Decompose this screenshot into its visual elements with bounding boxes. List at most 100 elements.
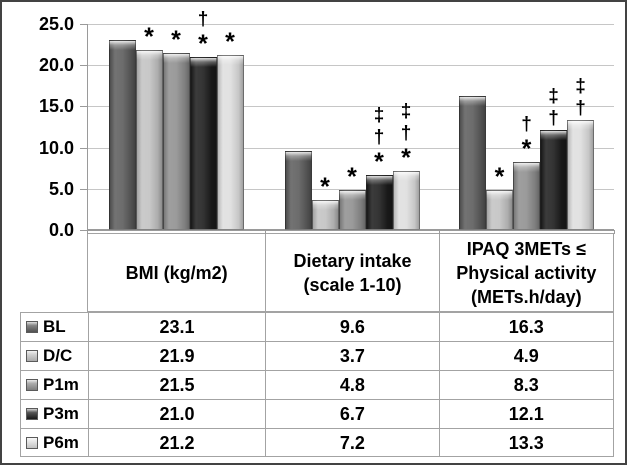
table-row: P3m 21.0 6.7 12.1 xyxy=(21,399,613,428)
gridline xyxy=(87,188,614,190)
legend-key-P6m: P6m xyxy=(21,429,88,457)
significance-marker: † xyxy=(197,8,209,30)
significance-marker: * xyxy=(521,134,532,163)
bar-BL-cat1 xyxy=(284,150,312,230)
bar-P1m-cat1 xyxy=(338,190,366,230)
value-D/C-cat2: 4.9 xyxy=(438,342,613,370)
category-label-cat1: Dietary intake (scale 1-10) xyxy=(265,234,438,311)
bar-P3m-cat0 xyxy=(189,56,217,230)
chart-data-table: BL 23.1 9.6 16.3 D/C 21.9 3.7 4.9 P1m 21.5 4.8 8.3 P… xyxy=(20,312,614,457)
legend-key-BL: BL xyxy=(21,313,88,341)
legend-key-D/C: D/C xyxy=(21,342,88,370)
significance-marker: * xyxy=(171,25,181,54)
bar-D/C-cat2 xyxy=(486,189,513,230)
bar-BL-cat2 xyxy=(459,95,486,230)
bar-slot-P6m-cat2: ‡ † xyxy=(567,2,594,230)
legend-swatch xyxy=(26,321,38,333)
x-axis-category-tick xyxy=(87,230,88,234)
value-P6m-cat0: 21.2 xyxy=(87,429,265,457)
legend-series-label: P6m xyxy=(43,433,79,452)
y-axis-tick-label: 25.0 xyxy=(38,14,74,34)
y-axis-tick xyxy=(80,188,87,190)
significance-marker: † xyxy=(521,113,532,135)
value-P1m-cat0: 21.5 xyxy=(87,371,265,399)
bar-slot-P3m-cat1: ‡ † * xyxy=(365,2,393,230)
value-BL-cat1: 9.6 xyxy=(265,313,438,341)
bar-D/C-cat0 xyxy=(135,49,163,230)
legend-series-label: P1m xyxy=(43,375,79,394)
bar-slot-D/C-cat1: * xyxy=(311,2,339,230)
category-label-cat0: BMI (kg/m2) xyxy=(88,234,265,311)
y-axis-tick xyxy=(80,106,87,108)
bar-slot-P3m-cat2: ‡ † xyxy=(540,2,567,230)
bar-BL-cat0 xyxy=(108,39,136,230)
table-row: P6m 21.2 7.2 13.3 xyxy=(21,428,613,457)
y-axis-tick-label: 20.0 xyxy=(38,55,74,76)
gridline xyxy=(87,147,614,149)
bar-P3m-cat2 xyxy=(540,130,567,230)
bar-slot-BL-cat2 xyxy=(459,2,486,230)
legend-swatch xyxy=(26,350,38,362)
y-axis-tick xyxy=(80,65,87,67)
x-axis-category-tick xyxy=(439,230,440,234)
y-axis-tick xyxy=(80,230,87,231)
significance-marker: * xyxy=(225,28,235,57)
significance-marker: ‡ xyxy=(373,104,385,126)
bar-P1m-cat2 xyxy=(513,161,540,230)
legend-swatch xyxy=(26,379,38,391)
bar-slot-D/C-cat0: * xyxy=(135,2,163,230)
significance-marker: * xyxy=(494,162,505,191)
significance-marker: † xyxy=(373,126,385,148)
y-axis-tick-label: 5.0 xyxy=(48,178,74,199)
significance-marker: † xyxy=(548,108,559,130)
gridline xyxy=(87,24,614,25)
table-row: BL 23.1 9.6 16.3 xyxy=(21,312,613,341)
x-axis-category-tick xyxy=(614,230,615,234)
bar-slot-P1m-cat0: * xyxy=(162,2,190,230)
y-axis-tick-label: 10.0 xyxy=(38,137,74,158)
category-label-line: Dietary intake xyxy=(293,250,412,271)
value-D/C-cat0: 21.9 xyxy=(87,342,265,370)
x-axis-category-tick xyxy=(265,230,266,234)
y-axis-line xyxy=(87,24,88,230)
legend-swatch xyxy=(26,437,38,449)
legend-key-P3m: P3m xyxy=(21,400,88,428)
bar-slot-BL-cat0 xyxy=(108,2,136,230)
significance-marker: * xyxy=(320,172,330,201)
y-axis-tick xyxy=(80,147,87,149)
legend-swatch xyxy=(26,408,38,420)
bar-P3m-cat1 xyxy=(365,174,393,230)
category-label-line: Physical activity xyxy=(456,262,597,283)
legend-series-label: P3m xyxy=(43,404,79,423)
category-label-line: IPAQ 3METs ≤ xyxy=(466,238,586,259)
significance-marker: * xyxy=(198,29,208,58)
category-label-line: (scale 1-10) xyxy=(303,274,402,295)
significance-marker: ‡ xyxy=(575,76,586,98)
bar-D/C-cat1 xyxy=(311,199,339,230)
bar-slot-BL-cat1 xyxy=(284,2,312,230)
value-P1m-cat2: 8.3 xyxy=(438,371,613,399)
value-P3m-cat1: 6.7 xyxy=(265,400,438,428)
significance-marker: ‡ xyxy=(548,86,559,108)
category-label-line: (METs.h/day) xyxy=(471,286,582,307)
bar-slot-D/C-cat2: * xyxy=(486,2,513,230)
category-label-line: BMI (kg/m2) xyxy=(125,262,228,283)
x-axis-line xyxy=(87,229,614,231)
significance-marker: * xyxy=(347,163,357,192)
y-axis-tick-label: 0.0 xyxy=(48,220,74,240)
legend-series-label: D/C xyxy=(43,346,73,365)
table-row: D/C 21.9 3.7 4.9 xyxy=(21,341,613,370)
significance-marker: ‡ xyxy=(400,100,412,122)
value-BL-cat0: 23.1 xyxy=(87,313,265,341)
value-P6m-cat2: 13.3 xyxy=(438,429,613,457)
significance-marker: * xyxy=(374,147,384,176)
value-BL-cat2: 16.3 xyxy=(438,313,613,341)
significance-marker: † xyxy=(575,98,586,120)
gridline xyxy=(87,106,614,108)
gridline xyxy=(87,65,614,67)
value-P3m-cat2: 12.1 xyxy=(438,400,613,428)
legend-key-P1m: P1m xyxy=(21,371,88,399)
significance-marker: * xyxy=(401,143,411,172)
bar-slot-P1m-cat2: † * xyxy=(513,2,540,230)
